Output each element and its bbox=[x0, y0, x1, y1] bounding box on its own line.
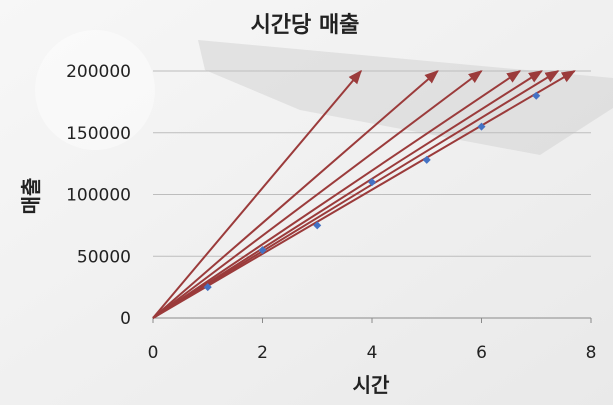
arrow bbox=[152, 70, 560, 319]
arrow bbox=[152, 69, 362, 319]
y-tick-label: 50000 bbox=[77, 247, 131, 267]
arrow bbox=[152, 70, 543, 319]
x-tick-label: 6 bbox=[476, 343, 487, 363]
background-photo-shape bbox=[35, 30, 155, 150]
background-photo-shape bbox=[198, 40, 613, 155]
x-tick-label: 0 bbox=[148, 343, 159, 363]
x-tick-label: 2 bbox=[257, 343, 268, 363]
data-point bbox=[313, 221, 322, 230]
arrow-annotations bbox=[152, 69, 576, 319]
arrow bbox=[152, 70, 483, 319]
data-point bbox=[477, 122, 486, 131]
y-tick-label: 100000 bbox=[66, 186, 131, 206]
x-tick-labels: 0 2 4 6 8 bbox=[148, 343, 597, 363]
arrow bbox=[152, 70, 521, 319]
data-points bbox=[203, 91, 541, 292]
data-point bbox=[368, 178, 376, 187]
x-axis-title: 시간 bbox=[353, 373, 390, 397]
y-tick-labels: 0 50000 100000 150000 200000 bbox=[66, 62, 131, 329]
data-point bbox=[258, 246, 267, 255]
y-axis-title: 매출 bbox=[19, 178, 43, 215]
chart-title: 시간당 매출 bbox=[251, 13, 360, 38]
x-tick-label: 4 bbox=[367, 343, 378, 363]
y-tick-label: 150000 bbox=[66, 124, 131, 144]
y-tick-label: 200000 bbox=[66, 62, 131, 82]
arrow bbox=[152, 70, 439, 319]
axes bbox=[152, 317, 592, 323]
x-tick-label: 8 bbox=[586, 343, 597, 363]
data-point bbox=[532, 91, 541, 100]
data-point bbox=[203, 283, 212, 292]
arrow bbox=[152, 70, 576, 319]
data-point bbox=[422, 155, 431, 164]
y-tick-label: 0 bbox=[120, 309, 131, 329]
